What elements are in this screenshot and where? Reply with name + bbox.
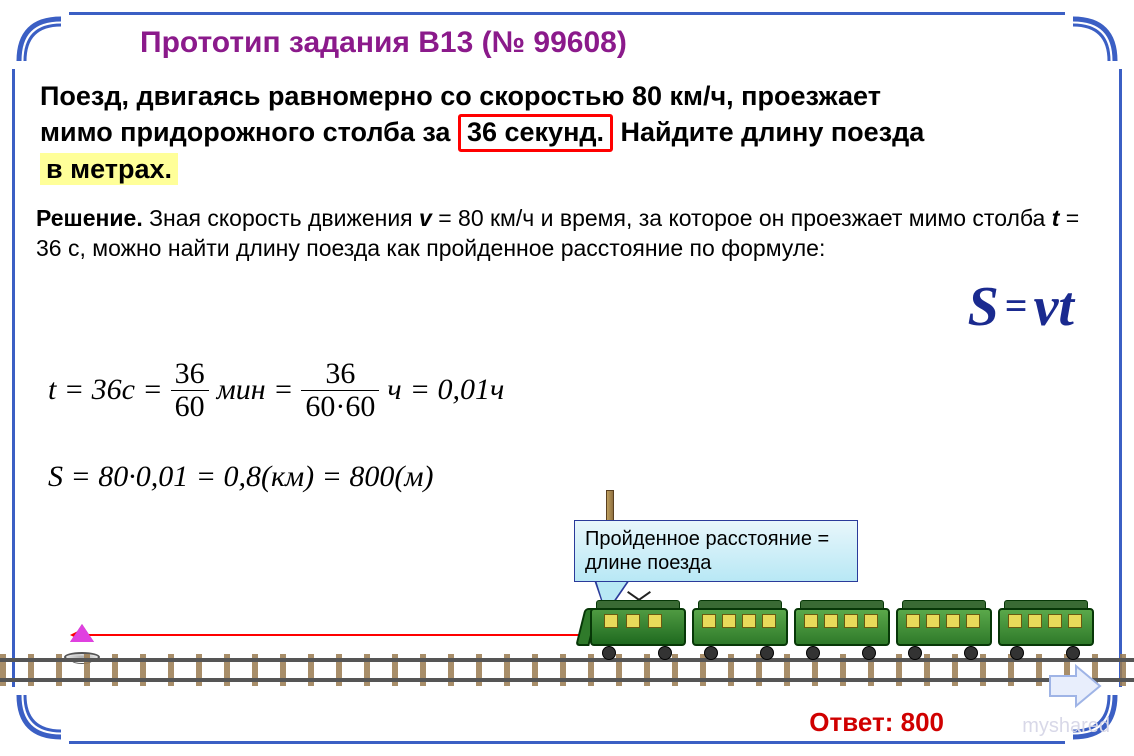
corner-decor	[9, 687, 69, 747]
formula-vt: vt	[1034, 276, 1074, 338]
problem-line1: Поезд, двигаясь равномерно со скоростью …	[40, 81, 881, 111]
train-car	[896, 600, 992, 654]
callout-line1: Пройденное расстояние =	[585, 528, 829, 550]
equation-time: t = 36c = 36 60 мин = 36 60·60 ч = 0,01ч	[48, 358, 504, 422]
problem-line2b: Найдите длину поезда	[621, 117, 925, 147]
train-car	[692, 600, 788, 654]
slide-title: Прототип задания B13 (№ 99608)	[140, 26, 627, 60]
locomotive	[590, 600, 686, 654]
problem-statement: Поезд, двигаясь равномерно со скоростью …	[40, 78, 1080, 187]
formula-eq: =	[999, 283, 1034, 328]
fraction-2: 36 60·60	[301, 358, 379, 422]
formula-S: S	[968, 276, 999, 338]
train	[590, 600, 1094, 654]
railway-track	[0, 652, 1134, 694]
corner-decor	[1065, 9, 1125, 69]
formula-svt: S=vt	[968, 275, 1074, 339]
callout-line2: длине поезда	[585, 552, 711, 574]
train-car	[998, 600, 1094, 654]
corner-decor	[9, 9, 69, 69]
solution-text: Решение. Зная скорость движения v = 80 к…	[36, 204, 1096, 264]
callout-box: Пройденное расстояние = длине поезда	[574, 520, 858, 582]
highlight-meters: в метрах.	[40, 153, 178, 185]
fraction-1: 36 60	[171, 358, 209, 422]
answer-text: Ответ: 800	[809, 707, 944, 738]
highlight-36sec: 36 секунд.	[458, 114, 613, 152]
distance-arrow	[72, 634, 612, 636]
equation-distance: S = 80·0,01 = 0,8(км) = 800(м)	[48, 460, 434, 494]
start-marker	[70, 624, 94, 642]
next-arrow-button[interactable]	[1046, 662, 1104, 710]
solution-lead: Решение.	[36, 205, 143, 231]
train-car	[794, 600, 890, 654]
watermark: myshared	[1022, 715, 1110, 738]
problem-line2a: мимо придорожного столба за	[40, 117, 450, 147]
